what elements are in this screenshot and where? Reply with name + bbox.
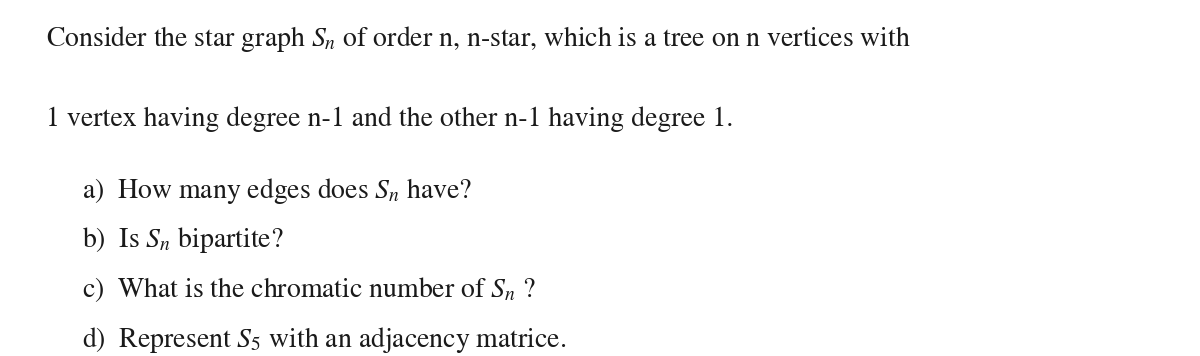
Text: 1 vertex having degree n-1 and the other n-1 having degree 1.: 1 vertex having degree n-1 and the other… <box>46 107 733 132</box>
Text: Consider the star graph $S_n$ of order n, n-star, which is a tree on n vertices : Consider the star graph $S_n$ of order n… <box>46 24 911 54</box>
Text: a)  How many edges does $S_n$ have?: a) How many edges does $S_n$ have? <box>82 176 472 205</box>
Text: b)  Is $S_n$ bipartite?: b) Is $S_n$ bipartite? <box>82 225 283 255</box>
Text: c)  What is the chromatic number of $S_n$ ?: c) What is the chromatic number of $S_n$… <box>82 275 535 304</box>
Text: d)  Represent $S_5$ with an adjacency matrice.: d) Represent $S_5$ with an adjacency mat… <box>82 325 566 355</box>
